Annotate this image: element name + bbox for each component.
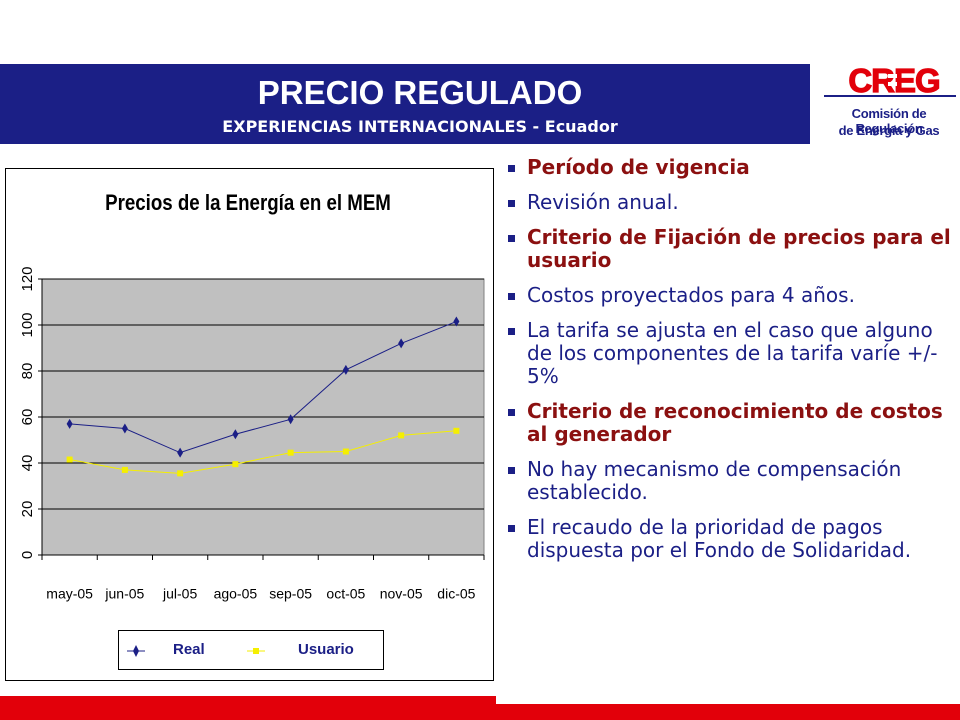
x-tick-label: dic-05 — [437, 586, 475, 602]
creg-logo: CREG Comisión de Regulación de Energía y… — [818, 62, 960, 144]
bullet-text: Costos proyectados para 4 años. — [527, 283, 855, 307]
data-point-real — [453, 316, 460, 327]
creg-logo-mark: CREG — [840, 64, 948, 96]
legend-swatch-real — [127, 645, 145, 657]
bullet-item: La tarifa se ajusta en el caso que algun… — [506, 319, 956, 388]
bullet-item: Costos proyectados para 4 años. — [506, 284, 956, 307]
bullet-text: Revisión anual. — [527, 190, 679, 214]
bullet-marker — [508, 409, 515, 416]
bullet-text: No hay mecanismo de compensación estable… — [527, 457, 902, 504]
y-tick-label: 120 — [19, 266, 36, 291]
data-point-real — [342, 364, 349, 375]
x-tick-label: nov-05 — [380, 586, 423, 602]
data-point-usuario — [121, 466, 128, 473]
bullet-item: Revisión anual. — [506, 191, 956, 214]
bullet-text: Período de vigencia — [527, 155, 750, 179]
data-point-usuario — [287, 449, 294, 456]
bullet-marker — [508, 293, 515, 300]
series-line-real — [69, 321, 457, 454]
x-tick-label: may-05 — [46, 586, 93, 602]
footer-band-right — [496, 704, 960, 720]
logo-line-1: Comisión de Regulación — [851, 106, 927, 136]
chart-legend: Real Usuario — [118, 630, 384, 670]
x-tick-label: ago-05 — [214, 586, 258, 602]
y-tick-label: 80 — [19, 363, 36, 380]
legend-swatch-usuario — [247, 648, 265, 654]
legend-label-real: Real — [173, 641, 205, 658]
bullet-marker — [508, 525, 515, 532]
y-tick-label: 40 — [19, 455, 36, 472]
y-tick-label: 100 — [19, 312, 36, 337]
y-tick-label: 0 — [19, 551, 36, 559]
bullet-text: Criterio de Fijación de precios para el … — [527, 225, 951, 272]
footer-band — [0, 696, 496, 720]
bullet-item: Criterio de reconocimiento de costos al … — [506, 400, 956, 446]
data-point-real — [177, 447, 184, 458]
data-point-real — [66, 418, 73, 429]
data-point-usuario — [453, 427, 460, 434]
legend-label-usuario: Usuario — [298, 641, 354, 658]
bullet-marker — [508, 165, 515, 172]
svg-text:CREG: CREG — [848, 64, 939, 96]
bullet-text: El recaudo de la prioridad de pagos disp… — [527, 515, 912, 562]
data-point-real — [398, 338, 405, 349]
data-point-usuario — [398, 432, 405, 439]
bullet-item: Criterio de Fijación de precios para el … — [506, 226, 956, 272]
x-tick-label: jun-05 — [104, 586, 144, 602]
bullet-text: La tarifa se ajusta en el caso que algun… — [527, 318, 938, 388]
x-tick-label: jul-05 — [162, 586, 197, 602]
bullet-marker — [508, 328, 515, 335]
bullet-text: Criterio de reconocimiento de costos al … — [527, 399, 943, 446]
chart-title: Precios de la Energía en el MEM — [105, 190, 391, 215]
y-tick-label: 60 — [19, 409, 36, 426]
slide-title: PRECIO REGULADO — [257, 74, 583, 111]
bullet-marker — [508, 467, 515, 474]
data-point-usuario — [66, 456, 73, 463]
logo-divider — [824, 95, 956, 97]
bullet-item: No hay mecanismo de compensación estable… — [506, 458, 956, 504]
line-chart: 0 20 40 60 80 100 120 may-05 jun-05 jul-05 ago-05 s… — [19, 266, 485, 602]
slide-subtitle: EXPERIENCIAS INTERNACIONALES - Ecuador — [222, 117, 618, 136]
data-point-real — [287, 414, 294, 425]
bullet-marker — [508, 235, 515, 242]
bullet-item: El recaudo de la prioridad de pagos disp… — [506, 516, 956, 562]
bullet-list: Período de vigencia Revisión anual. Crit… — [506, 156, 956, 574]
series-line-usuario — [69, 430, 457, 474]
x-tick-label: oct-05 — [326, 586, 365, 602]
logo-line-2: de Energía y Gas — [838, 123, 940, 138]
y-tick-label: 20 — [19, 501, 36, 518]
data-point-usuario — [342, 448, 349, 455]
data-point-usuario — [177, 470, 184, 477]
data-point-real — [232, 429, 239, 440]
data-point-real — [121, 423, 128, 434]
bullet-marker — [508, 200, 515, 207]
title-band — [0, 64, 810, 144]
bullet-item: Período de vigencia — [506, 156, 956, 179]
x-tick-label: sep-05 — [269, 586, 312, 602]
data-point-usuario — [232, 461, 239, 468]
